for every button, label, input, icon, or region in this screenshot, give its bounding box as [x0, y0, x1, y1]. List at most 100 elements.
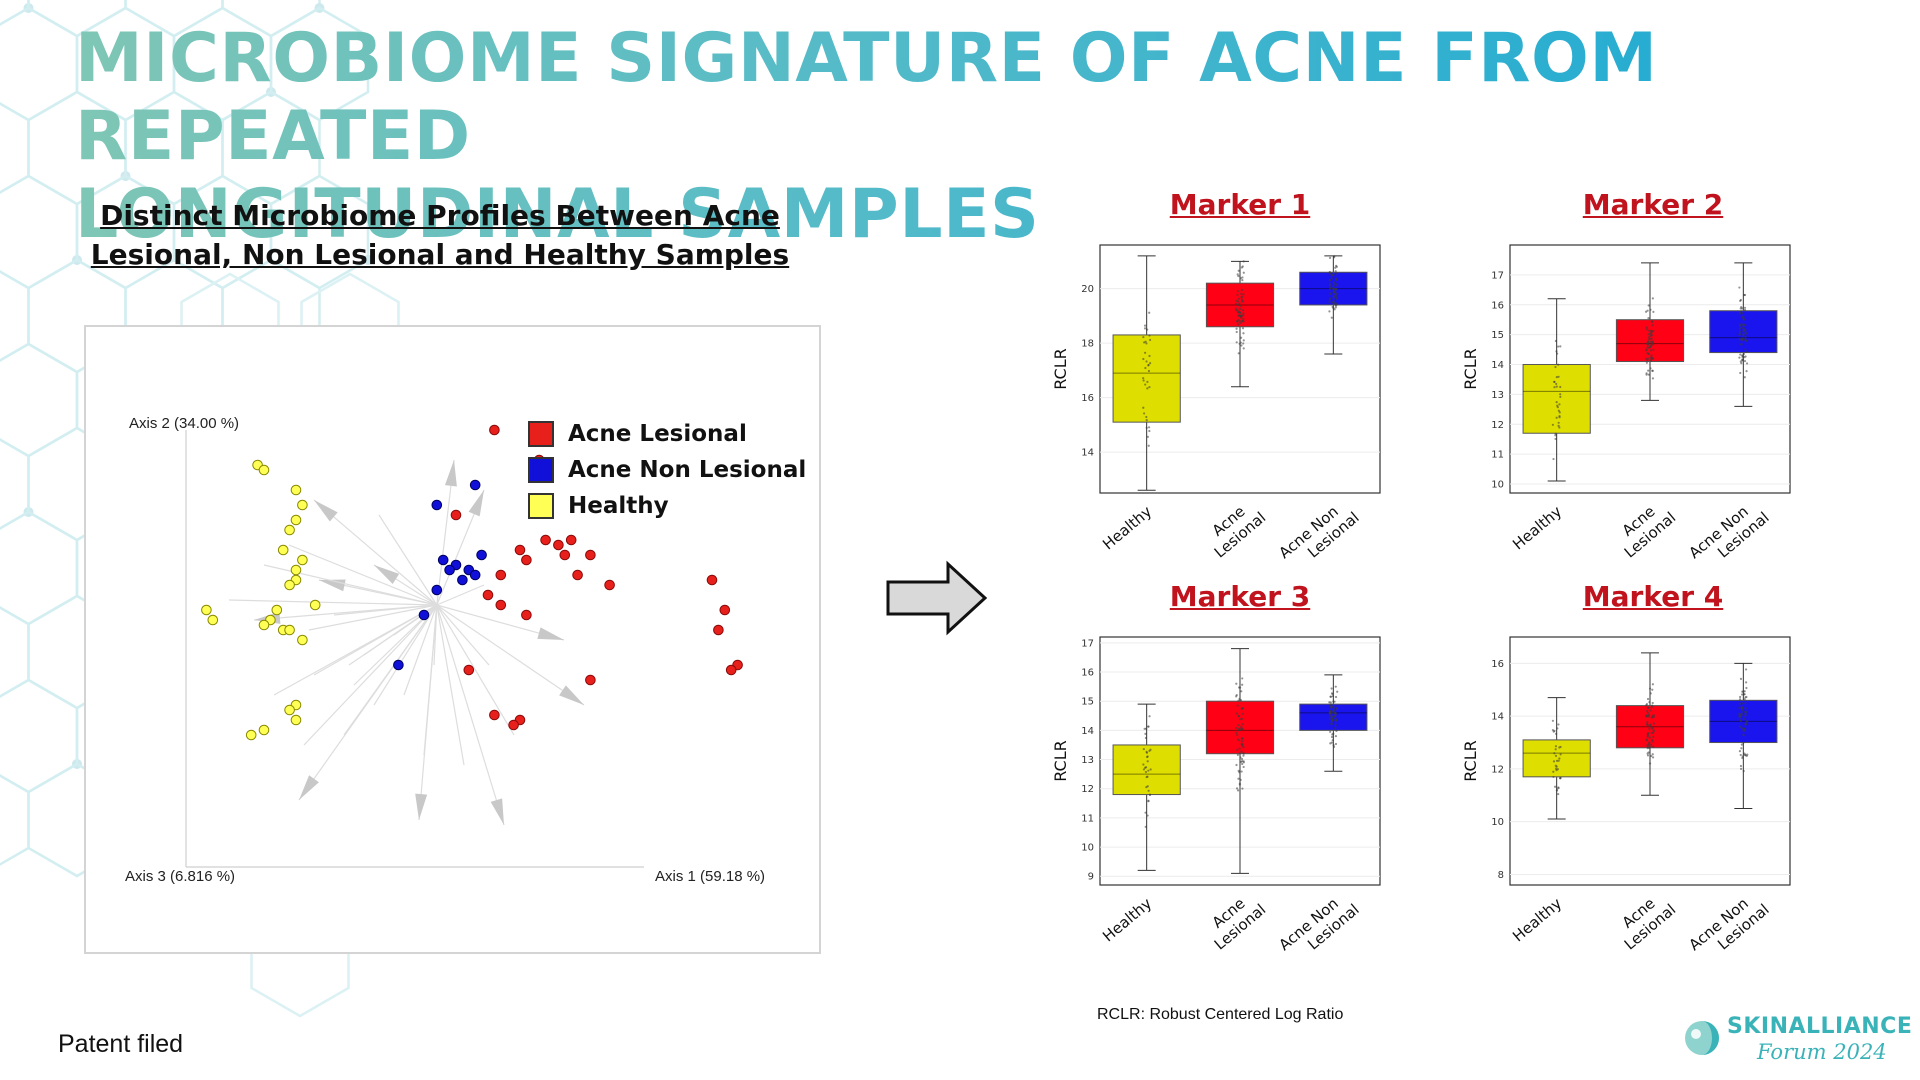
pcoa-loading-vector — [436, 604, 465, 766]
sample-dot — [1647, 352, 1650, 355]
sample-dot — [1741, 709, 1744, 712]
pcoa-point-healthy — [290, 714, 302, 726]
sample-dot — [1334, 742, 1338, 746]
sample-dot — [1742, 330, 1745, 333]
sample-dot — [1242, 765, 1245, 769]
pcoa-loading-vector — [333, 604, 437, 616]
y-tick-label: 15 — [1491, 330, 1504, 341]
sample-dot — [1557, 759, 1560, 762]
sample-dot — [1651, 320, 1654, 324]
sample-dot — [1242, 317, 1245, 321]
sample-dot — [1739, 353, 1742, 356]
sample-dot — [1148, 354, 1151, 358]
sample-dot — [1556, 727, 1559, 730]
sample-dot — [1236, 273, 1239, 276]
sample-dot — [1241, 737, 1244, 740]
pcoa-loading-vector — [436, 604, 505, 826]
sample-dot — [1741, 354, 1744, 357]
sample-dot — [1739, 718, 1742, 722]
sample-dot — [1551, 719, 1555, 722]
page-title-line-1: MICROBIOME SIGNATURE OF ACNE FROM REPEAT… — [75, 20, 1875, 176]
sample-dot — [1554, 432, 1557, 435]
sample-dot — [1235, 302, 1238, 306]
y-tick-label: 17 — [1491, 270, 1504, 281]
sample-dot — [1745, 710, 1748, 713]
pcoa-loading-arrowhead — [444, 460, 457, 487]
sample-dot — [1330, 735, 1334, 739]
pcoa-point-acne-lesional — [572, 569, 583, 581]
sample-dot — [1554, 339, 1557, 343]
sample-dot — [1743, 727, 1746, 730]
sample-dot — [1739, 695, 1742, 699]
sample-dot — [1743, 356, 1746, 359]
sample-dot — [1740, 323, 1743, 326]
sample-dot — [1651, 377, 1655, 380]
sample-dot — [1646, 342, 1649, 345]
sample-dot — [1649, 709, 1652, 712]
sample-dot — [1742, 729, 1745, 732]
sample-dot — [1236, 789, 1240, 792]
sample-dot — [1144, 825, 1147, 828]
sample-dot — [1652, 735, 1655, 738]
pcoa-point-acne-lesional — [450, 509, 462, 521]
sample-dot — [1745, 686, 1748, 690]
x-tick-label-acne-lesional: AcneLesional — [1199, 495, 1269, 562]
legend-label-acne-non-lesional: Acne Non Lesional — [568, 457, 807, 483]
sample-dot — [1554, 365, 1557, 369]
sample-dot — [1237, 323, 1240, 326]
sample-dot — [1240, 760, 1243, 764]
sample-dot — [1330, 277, 1333, 280]
sample-dot — [1240, 717, 1244, 720]
sample-dot — [1647, 338, 1651, 341]
legend-label-healthy: Healthy — [568, 493, 669, 519]
sample-dot — [1557, 375, 1560, 378]
sample-dot — [1240, 288, 1244, 292]
sample-dot — [1235, 330, 1238, 334]
sample-dot — [1556, 404, 1559, 407]
sample-dot — [1738, 356, 1741, 359]
sample-dot — [1335, 272, 1338, 275]
sample-dot — [1739, 333, 1742, 336]
sample-dot — [1142, 768, 1146, 771]
sample-dot — [1145, 360, 1148, 363]
sample-dot — [1647, 742, 1651, 745]
sample-dot — [1333, 700, 1336, 703]
sample-dot — [1332, 299, 1336, 302]
sample-dot — [1739, 298, 1742, 302]
sample-dot — [1745, 362, 1749, 365]
sample-dot — [1649, 723, 1652, 726]
sample-dot — [1235, 299, 1238, 302]
sample-dot — [1146, 328, 1149, 331]
sample-dot — [1335, 297, 1338, 300]
pcoa-point-healthy — [290, 564, 302, 576]
sample-dot — [1743, 327, 1746, 330]
sample-dot — [1741, 326, 1744, 329]
sample-dot — [1554, 767, 1558, 770]
y-tick-label: 9 — [1088, 872, 1094, 883]
sample-dot — [1651, 756, 1655, 759]
sample-dot — [1745, 681, 1748, 684]
sample-dot — [1738, 286, 1741, 289]
sample-dot — [1744, 329, 1747, 332]
y-axis-label: RCLR — [1051, 740, 1070, 782]
sample-dot — [1329, 284, 1332, 287]
sample-dot — [1646, 697, 1650, 701]
sample-dot — [1241, 723, 1244, 726]
pcoa-loading-arrowhead — [490, 798, 504, 825]
bg-hexagon-4 — [0, 6, 79, 122]
sample-dot — [1328, 282, 1332, 285]
sample-dot — [1743, 717, 1746, 720]
sample-dot — [1335, 707, 1339, 710]
x-tick-label-acne-non-lesional: Acne NonLesional — [1685, 495, 1772, 576]
x-tick-label-acne-lesional: AcneLesional — [1609, 887, 1679, 954]
y-tick-label: 14 — [1491, 712, 1504, 723]
pcoa-point-healthy — [297, 634, 308, 646]
sample-dot — [1145, 426, 1148, 429]
pcoa-point-healthy — [284, 579, 295, 591]
sample-dot — [1559, 345, 1562, 348]
sample-dot — [1236, 748, 1239, 751]
sample-dot — [1559, 393, 1562, 396]
sample-dot — [1235, 309, 1238, 312]
marker-3-title: Marker 3 — [1169, 580, 1311, 613]
sample-dot — [1652, 745, 1655, 748]
